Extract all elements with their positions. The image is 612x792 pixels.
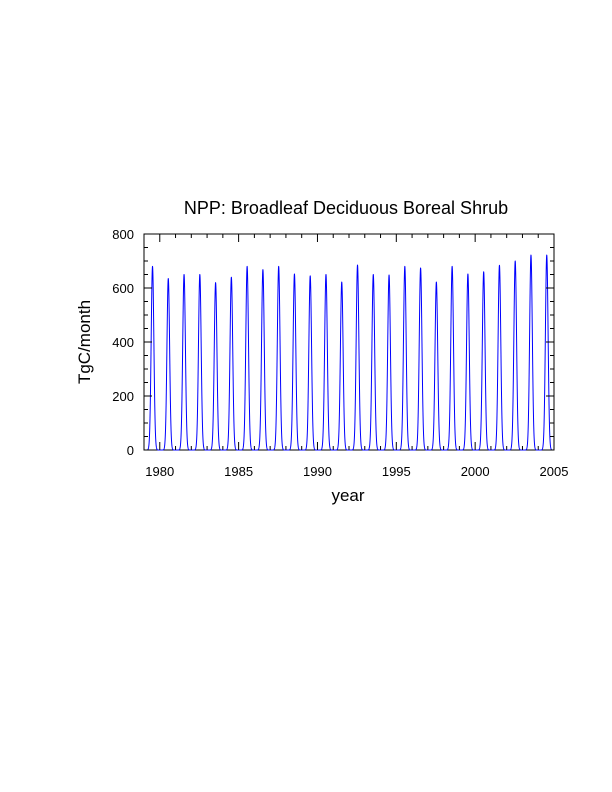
series-point [294, 273, 295, 274]
series-point [546, 255, 547, 256]
x-tick-label: 1990 [303, 464, 332, 479]
series-point [357, 265, 358, 266]
series-point [310, 275, 311, 276]
series-point [215, 282, 216, 283]
series-point [184, 274, 185, 275]
series-point [373, 274, 374, 275]
series-point [420, 268, 421, 269]
x-tick-label: 1995 [382, 464, 411, 479]
series-point [247, 266, 248, 267]
x-tick-label: 1980 [145, 464, 174, 479]
plot-frame [143, 233, 555, 451]
y-tick-label: 800 [112, 227, 134, 242]
x-tick-label: 2005 [540, 464, 569, 479]
series-point [483, 271, 484, 272]
y-tick-label: 200 [112, 389, 134, 404]
series-point [404, 266, 405, 267]
series-point [341, 282, 342, 283]
series-point [168, 278, 169, 279]
series-line [143, 254, 555, 451]
ticks-layer: 1980 1985 1990 1995 2000 2005 0 200 400 600 800 [112, 227, 568, 479]
series-point [515, 261, 516, 262]
series-point [530, 255, 531, 256]
series-point [325, 274, 326, 275]
plot-area [143, 233, 555, 451]
series-point [436, 282, 437, 283]
y-tick-label: 400 [112, 335, 134, 350]
series-layer [143, 254, 555, 451]
series-point [499, 265, 500, 266]
series-point [467, 273, 468, 274]
x-axis-label: year [331, 486, 364, 505]
series-point [199, 274, 200, 275]
x-tick-label: 1985 [224, 464, 253, 479]
x-tick-label: 2000 [461, 464, 490, 479]
y-tick-label: 0 [127, 443, 134, 458]
chart-title: NPP: Broadleaf Deciduous Boreal Shrub [184, 198, 508, 218]
series-point [452, 266, 453, 267]
series-point [231, 277, 232, 278]
series-point [278, 266, 279, 267]
series-point [262, 269, 263, 270]
series-point [152, 266, 153, 267]
y-tick-label: 600 [112, 281, 134, 296]
y-axis-label: TgC/month [75, 300, 94, 384]
series-point [389, 275, 390, 276]
